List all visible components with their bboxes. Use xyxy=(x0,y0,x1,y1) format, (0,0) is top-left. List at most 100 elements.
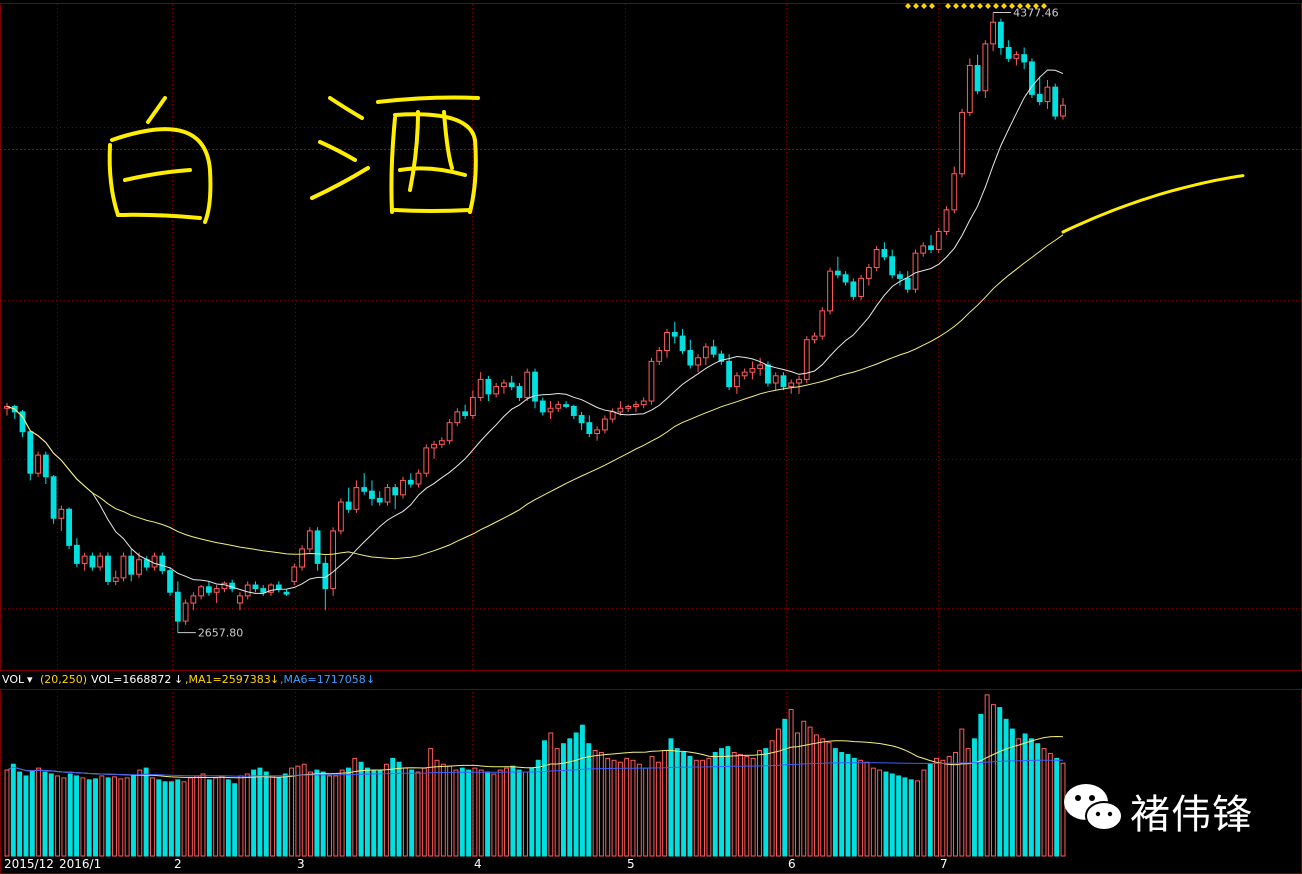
volume-bar xyxy=(308,771,313,857)
candle xyxy=(982,43,989,92)
volume-bar xyxy=(301,763,307,857)
volume-bar xyxy=(757,750,762,857)
volume-bar xyxy=(36,767,42,857)
volume-bar xyxy=(137,769,143,857)
candle xyxy=(415,472,422,485)
volume-bar xyxy=(1054,757,1060,857)
volume-bar xyxy=(131,775,136,857)
volume-bar xyxy=(807,726,813,857)
volume-bar xyxy=(978,713,984,857)
candle xyxy=(920,245,927,254)
volume-bar xyxy=(352,757,358,857)
volume-bar xyxy=(668,738,674,857)
volume-bar xyxy=(99,775,105,857)
volume-bar xyxy=(706,757,712,857)
indicator-params[interactable]: (20,250) xyxy=(40,673,88,686)
volume-bar xyxy=(29,770,35,857)
candle xyxy=(190,595,197,604)
indicator-name[interactable]: VOL xyxy=(2,673,25,686)
handwriting-stroke xyxy=(116,212,202,220)
volume-bar xyxy=(725,746,731,857)
candle xyxy=(726,360,733,388)
volume-bar xyxy=(921,769,927,857)
volume-bar xyxy=(877,769,883,857)
volume-bar xyxy=(181,781,187,857)
volume-bar xyxy=(649,755,655,857)
volume-bar xyxy=(769,740,775,857)
candle xyxy=(1021,54,1028,63)
candle xyxy=(81,555,88,564)
handwriting-stroke xyxy=(393,112,478,214)
volume-bar xyxy=(402,767,408,857)
volume-bar xyxy=(472,767,478,857)
candle xyxy=(306,530,313,550)
volume-indicator-bar: VOL ▾ (20,250) VOL=1668872 ↓ ,MA1=259738… xyxy=(0,671,1302,689)
signal-diamond xyxy=(905,3,911,9)
candle xyxy=(516,386,523,398)
volume-bar xyxy=(674,748,680,857)
signal-diamond xyxy=(977,3,983,9)
watermark-text: 褚伟锋 xyxy=(1130,792,1253,838)
volume-bar xyxy=(687,755,693,857)
candle xyxy=(842,274,849,283)
candle xyxy=(50,476,57,519)
candle xyxy=(120,555,127,579)
candle xyxy=(431,443,437,449)
volume-bar xyxy=(364,767,370,857)
candle xyxy=(423,447,430,474)
candle xyxy=(174,591,181,622)
volume-bar xyxy=(86,779,92,857)
low-label: 2657.80 xyxy=(198,627,244,640)
volume-bar xyxy=(74,775,80,857)
handwriting-stroke xyxy=(110,127,213,224)
candle xyxy=(695,357,701,366)
x-tick-label: 7 xyxy=(940,857,948,871)
volume-bar xyxy=(42,771,48,857)
volume-bar xyxy=(168,781,174,857)
volume-bar xyxy=(118,778,124,857)
volume-bar xyxy=(579,724,585,857)
candle xyxy=(35,454,41,474)
candle xyxy=(493,386,500,395)
signal-diamond xyxy=(1001,3,1007,9)
volume-bar xyxy=(662,750,668,857)
volume-bar xyxy=(1041,748,1047,857)
vol-ma6-line xyxy=(6,759,1063,777)
volume-bar xyxy=(4,769,10,857)
volume-bar xyxy=(858,759,864,857)
volume-bar xyxy=(624,757,630,857)
candle xyxy=(361,487,368,492)
volume-bar xyxy=(700,759,706,857)
candle xyxy=(772,375,779,384)
candle xyxy=(539,400,546,413)
indicator-dropdown-icon[interactable]: ▾ xyxy=(27,673,33,686)
candle xyxy=(570,405,577,416)
volume-bar xyxy=(990,704,996,857)
candle xyxy=(112,577,119,582)
volume-bar xyxy=(959,728,965,857)
volume-bar xyxy=(10,763,16,857)
volume-bar xyxy=(813,734,819,857)
volume-bar xyxy=(112,776,117,857)
volume-bar xyxy=(333,775,339,857)
candle xyxy=(718,353,725,362)
volume-bar xyxy=(143,767,149,857)
signal-diamond xyxy=(1033,3,1039,9)
candle xyxy=(834,270,841,276)
volume-bar xyxy=(567,738,573,857)
volume-bar xyxy=(421,767,427,857)
candle xyxy=(617,407,624,413)
candle xyxy=(260,588,267,593)
volume-bar xyxy=(263,771,269,857)
volume-bar xyxy=(23,775,29,857)
handwriting-stroke xyxy=(146,96,167,124)
high-label: 4377.46 xyxy=(1013,6,1059,19)
volume-bar xyxy=(870,767,876,857)
volume-bar xyxy=(447,765,453,857)
candle xyxy=(974,65,981,92)
vol-arrow-icon: ↓ xyxy=(174,673,184,686)
volume-bar xyxy=(1022,733,1028,857)
candle xyxy=(765,364,771,384)
candle xyxy=(508,382,515,388)
